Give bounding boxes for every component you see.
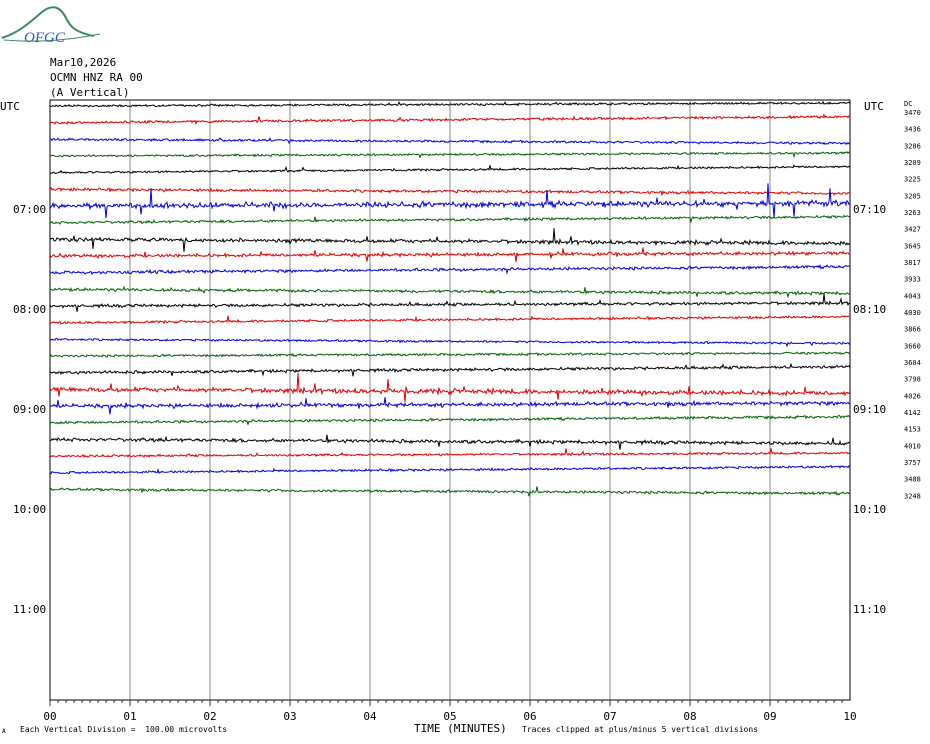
hour-label-left: 07:00 <box>13 203 46 216</box>
hour-label-left: 11:00 <box>13 603 46 616</box>
dc-value: 3209 <box>904 159 921 167</box>
dc-value: 4153 <box>904 426 921 434</box>
dc-label: DC <box>904 100 912 108</box>
hour-label-left: 08:00 <box>13 303 46 316</box>
dc-labels: 3470 3436 3286 3209 3225 3205 3263 3427 3645 3817… <box>904 109 921 500</box>
dc-value: 3866 <box>904 326 921 334</box>
hour-label-left: 10:00 <box>13 503 46 516</box>
dc-value: 3645 <box>904 242 921 250</box>
hour-label-right: 08:10 <box>853 303 886 316</box>
logo-swoosh <box>3 33 101 42</box>
x-tick-label: 10 <box>843 710 856 723</box>
footer-mark: A <box>2 728 6 735</box>
dc-value: 4043 <box>904 292 921 300</box>
logo-text: OFGC <box>24 30 66 46</box>
header-component: (A Vertical) <box>50 86 130 99</box>
hour-label-left: 09:00 <box>13 403 46 416</box>
footer-clip-note: Traces clipped at plus/minus 5 vertical … <box>522 725 759 734</box>
x-tick-label: 04 <box>363 710 377 723</box>
trace-2 <box>49 136 851 146</box>
dc-value: 3427 <box>904 226 921 234</box>
header-date: Mar10,2026 <box>50 56 117 69</box>
x-axis-ticks: 00 01 02 03 04 05 06 07 08 09 10 <box>43 700 857 723</box>
trace-23 <box>49 486 851 497</box>
logo-mountain-arc <box>1 6 95 39</box>
trace-21 <box>49 448 851 459</box>
trace-19 <box>49 414 851 426</box>
x-tick-label: 03 <box>283 710 296 723</box>
dc-value: 3470 <box>904 109 921 117</box>
hour-label-right: 09:10 <box>853 403 886 416</box>
dc-value: 3604 <box>904 359 921 367</box>
x-tick-label: 09 <box>763 710 776 723</box>
x-tick-label: 01 <box>123 710 136 723</box>
dc-value: 3933 <box>904 276 921 284</box>
trace-22 <box>49 464 851 475</box>
trace-5 <box>49 187 851 197</box>
trace-4 <box>49 164 851 174</box>
ofgc-logo: OFGC <box>1 6 101 46</box>
trace-20 <box>49 434 851 450</box>
trace-9 <box>49 247 851 263</box>
trace-18 <box>49 397 851 415</box>
hour-label-right: 07:10 <box>853 203 886 216</box>
x-tick-label: 05 <box>443 710 456 723</box>
dc-value: 3817 <box>904 259 921 267</box>
dc-value: 3205 <box>904 192 921 200</box>
x-tick-label: 08 <box>683 710 696 723</box>
dc-value: 3286 <box>904 142 921 150</box>
trace-6 <box>49 183 851 219</box>
x-tick-label: 07 <box>603 710 616 723</box>
utc-label-left: UTC <box>0 100 20 113</box>
x-axis-title: TIME (MINUTES) <box>414 722 507 735</box>
dc-value: 3263 <box>904 209 921 217</box>
trace-16 <box>49 362 851 377</box>
trace-8 <box>49 228 851 252</box>
trace-0 <box>49 100 851 108</box>
seismic-traces <box>49 100 851 497</box>
dc-value: 4030 <box>904 309 921 317</box>
x-tick-label: 00 <box>43 710 56 723</box>
footer-scale-note: Each Vertical Division = 100.00 microvol… <box>20 725 228 734</box>
hour-label-right: 11:10 <box>853 603 886 616</box>
hour-label-right: 10:10 <box>853 503 886 516</box>
dc-value: 3436 <box>904 126 921 134</box>
header-station: OCMN HNZ RA 00 <box>50 71 143 84</box>
trace-10 <box>49 264 851 276</box>
trace-15 <box>49 351 851 358</box>
dc-value: 4142 <box>904 409 921 417</box>
minute-gridlines <box>129 100 771 700</box>
trace-7 <box>49 214 851 225</box>
dc-value: 3488 <box>904 476 921 484</box>
trace-13 <box>49 315 851 325</box>
x-tick-label: 02 <box>203 710 216 723</box>
dc-value: 4010 <box>904 442 921 450</box>
dc-value: 3248 <box>904 492 921 500</box>
x-tick-label: 06 <box>523 710 536 723</box>
dc-value: 3660 <box>904 342 921 350</box>
trace-12 <box>49 293 851 312</box>
trace-11 <box>49 285 851 299</box>
dc-value: 4026 <box>904 392 921 400</box>
trace-14 <box>49 337 851 348</box>
dc-value: 3757 <box>904 459 921 467</box>
utc-label-right: UTC <box>864 100 884 113</box>
trace-1 <box>49 113 851 126</box>
dc-value: 3225 <box>904 176 921 184</box>
trace-3 <box>49 151 851 159</box>
hour-labels: 07:00 08:00 09:00 10:00 11:00 07:10 08:10 09:10… <box>13 203 886 616</box>
trace-17 <box>49 372 851 403</box>
dc-value: 3798 <box>904 376 921 384</box>
